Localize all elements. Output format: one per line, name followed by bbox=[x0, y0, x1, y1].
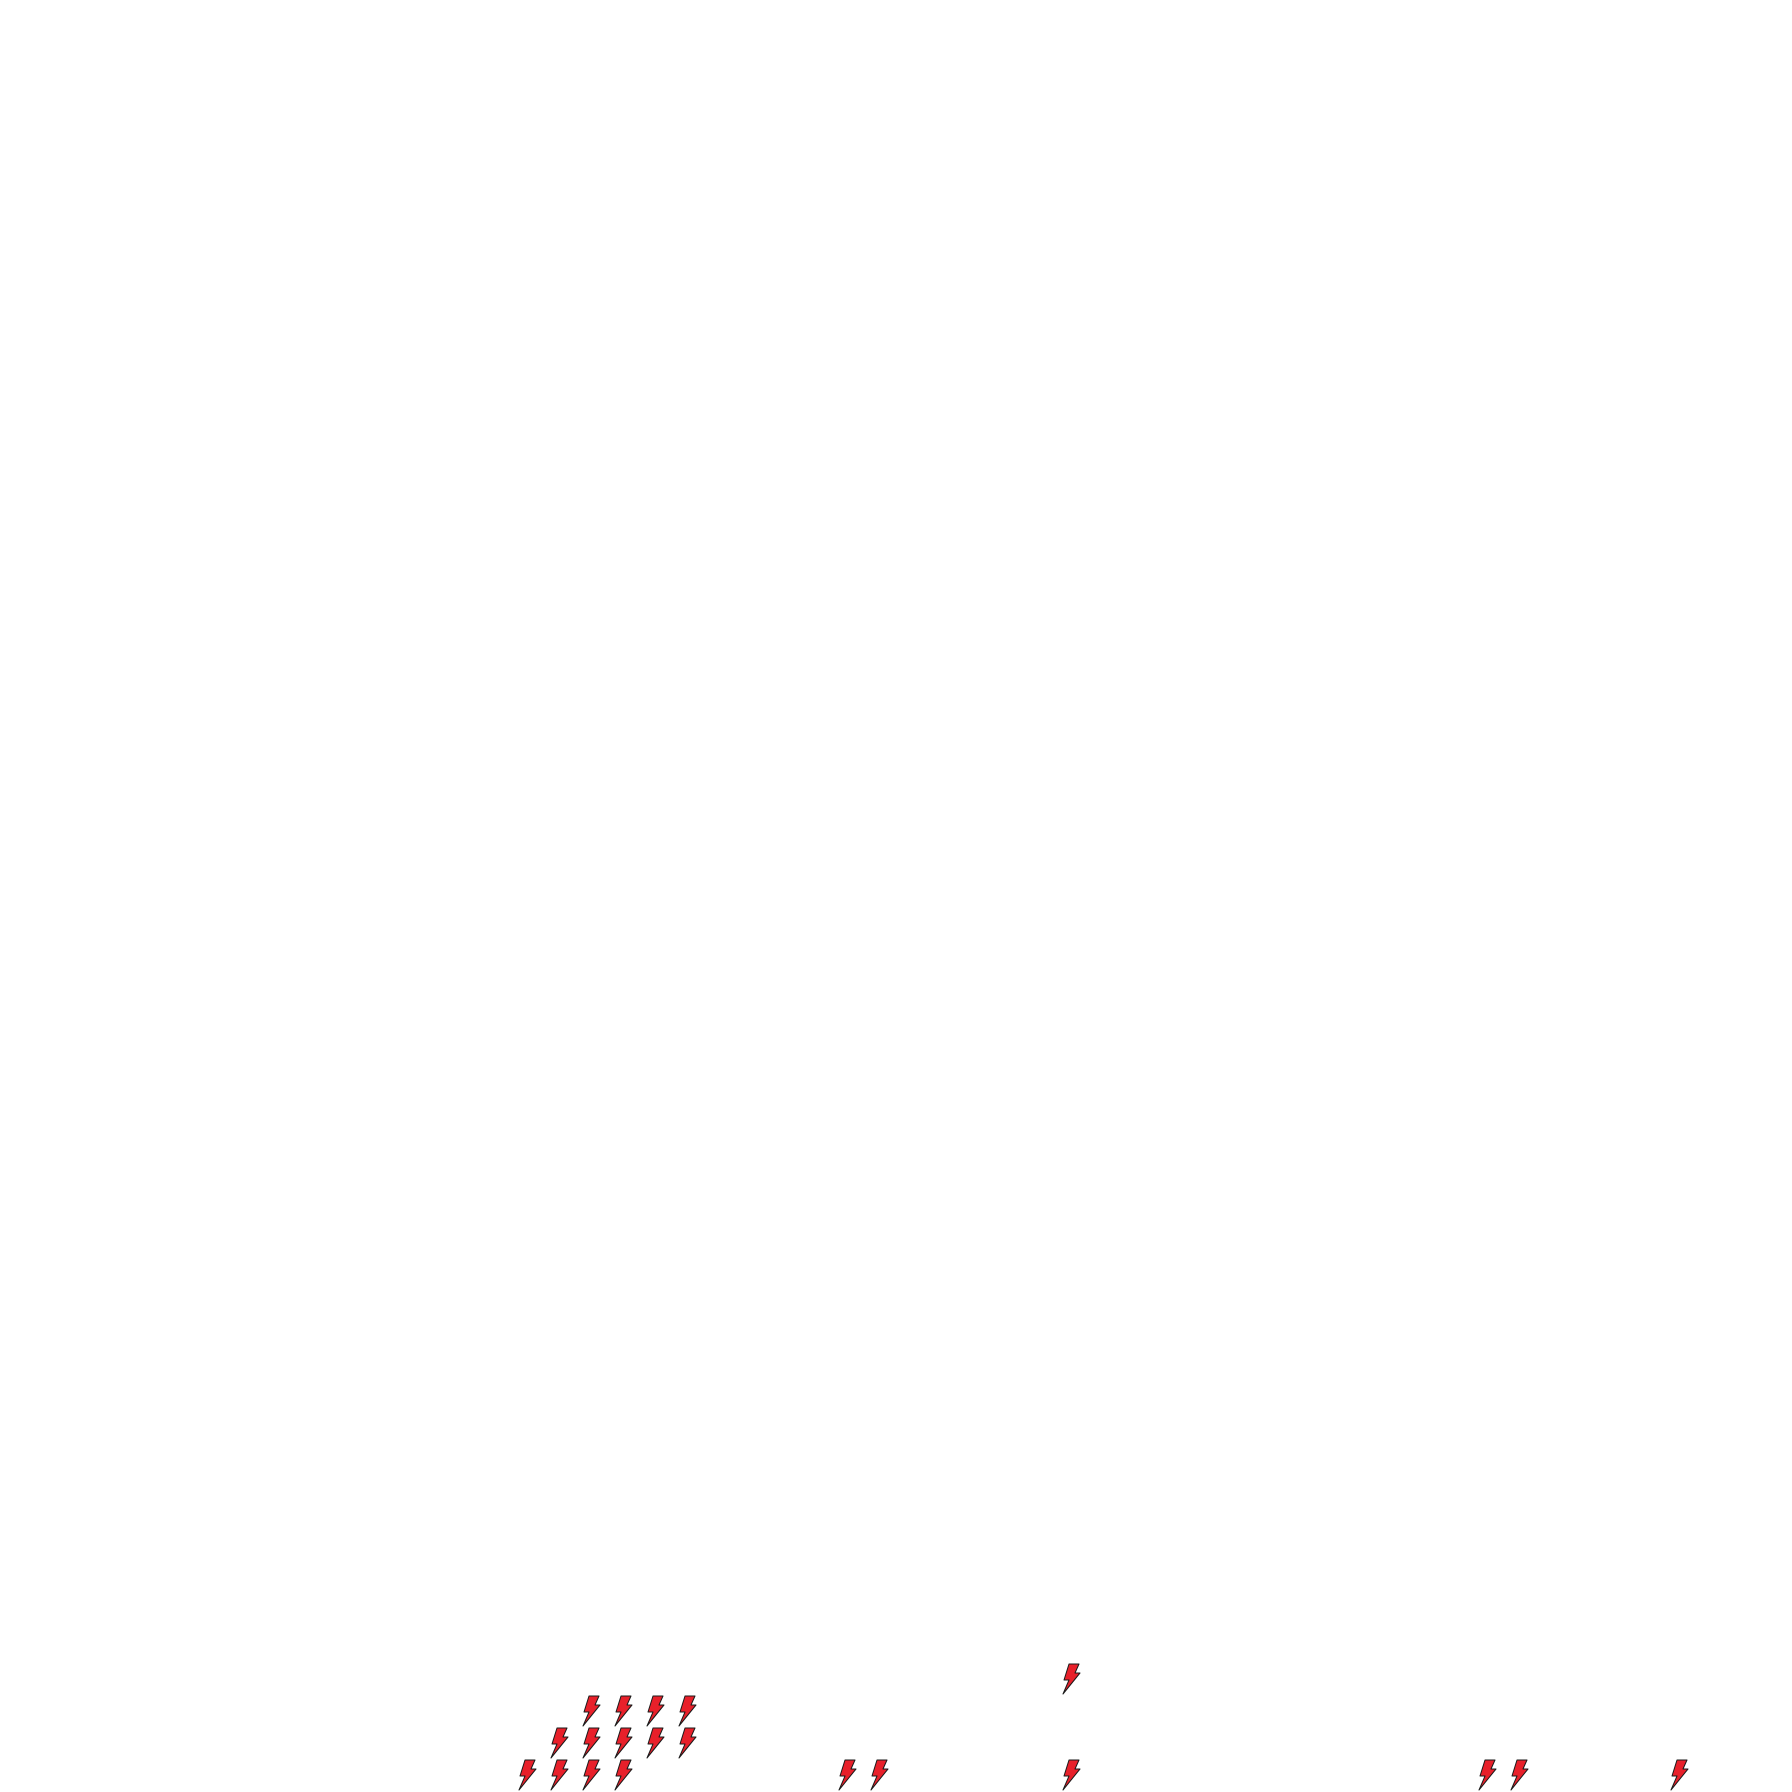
canvas bbox=[0, 0, 1792, 1792]
page bbox=[0, 0, 1792, 1792]
background bbox=[0, 0, 1792, 1792]
